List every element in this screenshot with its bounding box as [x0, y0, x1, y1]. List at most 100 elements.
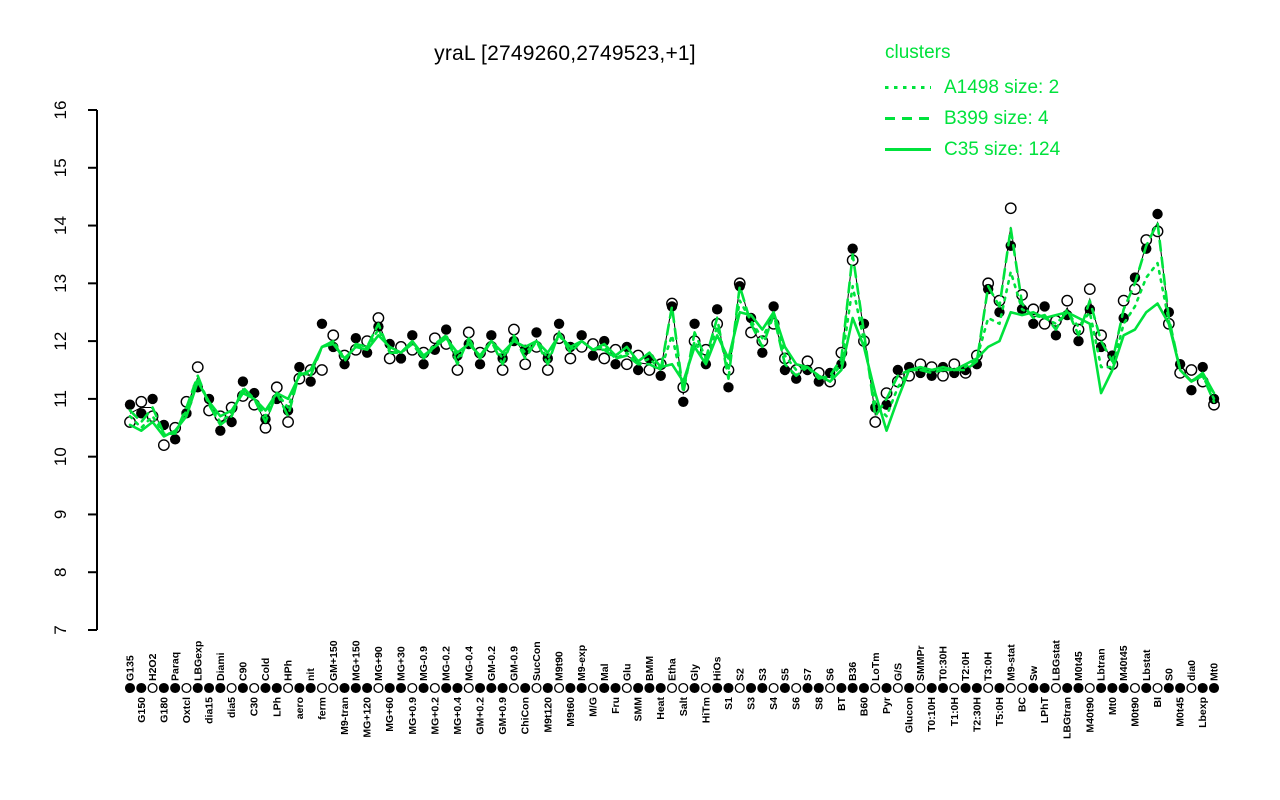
condition-marker: [757, 682, 768, 694]
gene-point-filled: [1050, 330, 1062, 341]
condition-marker: [474, 682, 486, 694]
gene-point-open: [508, 323, 520, 336]
gene-point-filled: [124, 399, 136, 410]
condition-marker: [226, 682, 237, 694]
y-tick-label: 13: [51, 274, 70, 293]
legend-item-label: B399 size: 4: [944, 107, 1049, 129]
gene-point-filled: [226, 416, 237, 428]
gene-point-filled: [632, 364, 644, 376]
gene-point-filled: [407, 330, 418, 341]
condition-label: SMMPr: [915, 645, 927, 681]
condition-label: GM-0.2: [486, 646, 498, 681]
condition-label: M40t90: [1084, 697, 1096, 733]
condition-marker: [565, 682, 576, 694]
y-tick-label: 16: [51, 101, 70, 120]
condition-label: GM+0.2: [475, 697, 487, 735]
condition-label: BT: [836, 696, 848, 711]
gene-point-filled: [1028, 318, 1039, 329]
condition-marker: [1073, 682, 1084, 694]
condition-marker: [655, 682, 666, 694]
condition-marker: [576, 682, 587, 694]
condition-label: G150: [136, 697, 148, 723]
condition-label: HPh: [283, 660, 295, 681]
condition-label: Mt0: [1107, 697, 1119, 715]
y-tick-label: 7: [51, 625, 70, 634]
condition-marker: [441, 682, 452, 694]
condition-label: S8: [813, 697, 825, 710]
condition-marker: [373, 682, 384, 694]
gene-point-open: [1117, 294, 1130, 307]
condition-label: SucCon: [531, 641, 543, 681]
gene-point-open: [451, 364, 464, 376]
condition-marker: [1096, 682, 1107, 694]
legend-item-label: A1498 size: 2: [944, 76, 1060, 98]
condition-marker: [497, 682, 508, 694]
condition-label: SMM: [633, 697, 645, 722]
gene-point-filled: [599, 335, 610, 347]
condition-label: M9t120: [542, 697, 554, 733]
condition-label: Mt0: [1209, 663, 1221, 681]
condition-marker: [1208, 682, 1220, 694]
condition-marker: [260, 682, 271, 694]
gene-point-filled: [531, 327, 542, 338]
condition-label: LPh: [271, 697, 283, 717]
condition-label: Oxtcl: [181, 697, 193, 723]
condition-marker: [1197, 682, 1208, 694]
condition-label: G/S: [892, 663, 904, 681]
condition-marker: [779, 682, 790, 694]
gene-point-filled: [1039, 301, 1050, 312]
condition-marker: [429, 682, 440, 694]
condition-label: MG+30: [396, 646, 408, 681]
condition-marker: [486, 682, 497, 694]
condition-marker: [136, 682, 147, 694]
gene-point-open: [1083, 283, 1096, 296]
y-tick-label: 15: [51, 158, 70, 177]
gene-point-open: [869, 416, 882, 428]
y-tick-label: 8: [51, 567, 70, 576]
condition-marker: [892, 682, 903, 694]
condition-label: B60: [858, 697, 870, 716]
condition-marker: [1028, 682, 1039, 694]
gene-point-filled: [892, 364, 904, 376]
condition-marker: [983, 682, 994, 694]
condition-marker: [633, 682, 644, 694]
condition-marker: [1175, 682, 1186, 694]
condition-marker: [463, 682, 474, 694]
condition-marker: [520, 682, 531, 694]
condition-marker: [249, 682, 260, 694]
condition-label: T0:10H: [926, 697, 938, 732]
condition-marker: [791, 682, 802, 694]
condition-label: C90: [237, 662, 249, 681]
condition-label: MG+90: [373, 646, 385, 681]
condition-label: Pyr: [881, 697, 893, 714]
gene-point-open: [383, 352, 396, 365]
condition-marker: [542, 682, 553, 694]
condition-marker: [1129, 682, 1141, 694]
condition-label: S2: [734, 668, 746, 681]
condition-marker: [926, 682, 937, 694]
condition-marker: [147, 682, 158, 694]
condition-marker: [960, 682, 971, 694]
condition-label: T5:0H: [994, 697, 1006, 726]
y-tick-label: 9: [51, 510, 70, 519]
gene-point-filled: [960, 364, 971, 376]
condition-marker: [158, 682, 169, 694]
condition-marker: [745, 682, 757, 694]
gene-point-open: [541, 364, 554, 376]
condition-label: S6: [825, 668, 837, 681]
gene-point-open: [496, 364, 509, 376]
condition-label: S4: [768, 697, 780, 710]
condition-label: Paraq: [170, 652, 182, 681]
gene-point-filled: [678, 396, 689, 407]
condition-marker: [294, 682, 305, 694]
gene-point-open: [462, 326, 475, 339]
gene-point-open: [620, 358, 633, 371]
condition-marker: [124, 682, 136, 694]
condition-label: T2:0H: [960, 652, 972, 681]
condition-marker: [407, 682, 418, 694]
condition-label: T2:30H: [971, 697, 983, 732]
condition-label: Mal: [599, 663, 611, 681]
condition-label: M0t45: [1175, 697, 1187, 727]
condition-label: Fru: [610, 697, 622, 714]
condition-label: Diami: [215, 652, 227, 681]
